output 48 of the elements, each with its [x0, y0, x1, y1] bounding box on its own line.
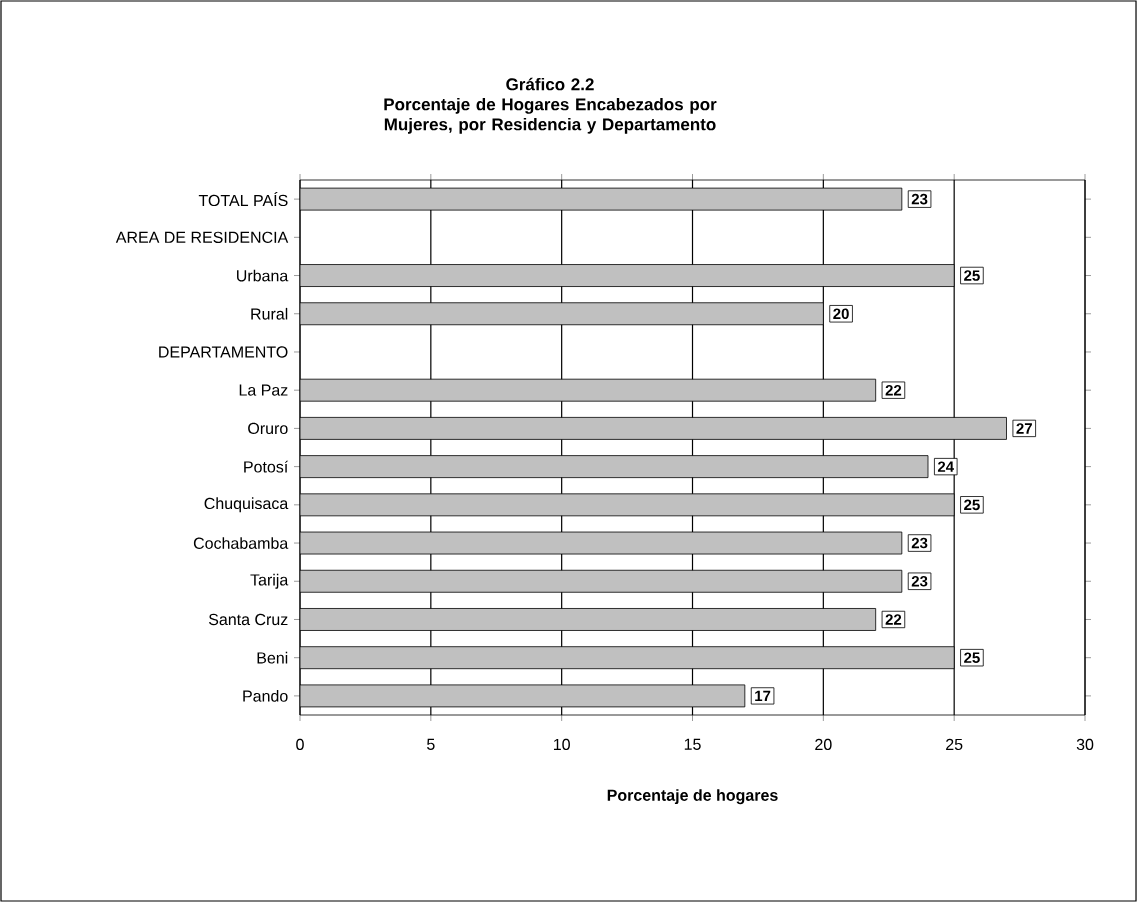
- data-label: 24: [937, 461, 954, 472]
- bar: [300, 302, 824, 326]
- bar: [300, 455, 929, 479]
- bar: [300, 531, 903, 555]
- y-tick-label: Chuquisaca: [204, 497, 289, 513]
- bar: [300, 493, 955, 517]
- bar: [300, 417, 1007, 440]
- y-tick-label: DEPARTAMENTO: [159, 346, 288, 358]
- y-tick-label: Potosí: [244, 460, 289, 473]
- bar: [300, 646, 955, 670]
- x-tick-label: 25: [946, 738, 963, 751]
- data-label: 25: [964, 652, 980, 663]
- data-label: 17: [755, 690, 771, 702]
- y-tick-label: Pando: [243, 690, 288, 702]
- y-tick-label: TOTAL PAÍS: [198, 192, 288, 207]
- y-tick-label: AREA DE RESIDENCIA: [115, 231, 289, 243]
- bar: [300, 608, 877, 631]
- x-tick-label: 0: [296, 738, 304, 751]
- data-label: 22: [885, 384, 902, 396]
- x-tick-label: 5: [427, 738, 435, 750]
- y-tick-label: Urbana: [237, 269, 289, 282]
- x-axis-title: Porcentaje de hogares: [607, 789, 778, 805]
- bar: [300, 264, 955, 287]
- data-label: 27: [1016, 423, 1032, 434]
- data-label: 25: [964, 499, 980, 511]
- bar: [300, 187, 903, 211]
- data-label: 25: [964, 270, 980, 281]
- y-tick-label: Beni: [257, 651, 288, 664]
- y-tick-label: La Paz: [239, 384, 288, 396]
- y-tick-label: Rural: [251, 307, 288, 320]
- x-tick-label: 30: [1076, 738, 1094, 751]
- data-label: 20: [833, 308, 849, 320]
- y-tick-label: Cochabamba: [193, 537, 289, 549]
- data-label: 23: [911, 193, 928, 205]
- data-label: 23: [911, 537, 928, 549]
- bar: [300, 378, 877, 402]
- y-tick-label: Santa Cruz: [208, 613, 288, 626]
- chart-subtitle: Porcentaje de Hogares Encabezados por Mujeres, por Residencia y Departamento: [384, 97, 717, 134]
- data-label: 22: [885, 614, 902, 625]
- chart-title: Gráfico 2.2: [506, 77, 594, 91]
- bar: [300, 569, 903, 593]
- data-label: 23: [911, 575, 928, 587]
- x-tick-label: 10: [553, 738, 570, 751]
- x-tick-label: 15: [684, 738, 701, 750]
- x-tick-label: 20: [815, 738, 832, 751]
- bar: [300, 684, 746, 708]
- y-tick-label: Tarija: [250, 573, 289, 589]
- y-tick-label: Oruro: [248, 422, 288, 435]
